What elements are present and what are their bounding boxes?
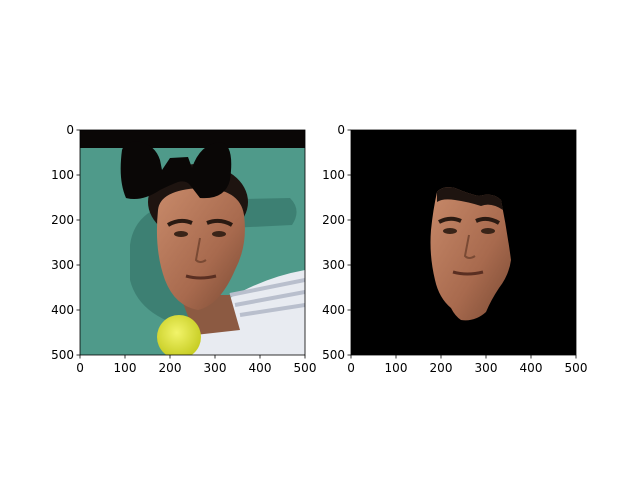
face <box>156 188 245 310</box>
left-x-ticks: 0 100 200 300 400 500 <box>76 355 316 375</box>
x-tick-label: 400 <box>520 361 543 375</box>
segmented-nose <box>463 234 476 259</box>
right-y-ticks: 0 100 200 300 400 500 <box>322 123 351 362</box>
bow-mask <box>120 141 232 199</box>
y-tick-label: 0 <box>337 123 345 137</box>
x-tick-label: 200 <box>159 361 182 375</box>
x-tick-label: 400 <box>249 361 272 375</box>
y-tick-label: 400 <box>51 303 74 317</box>
x-tick-label: 0 <box>347 361 355 375</box>
y-tick-label: 400 <box>322 303 345 317</box>
y-tick-label: 100 <box>51 168 74 182</box>
y-tick-label: 200 <box>51 213 74 227</box>
right-subplot: 0 100 200 300 400 500 0 100 200 300 400 500 <box>322 123 587 375</box>
left-subplot: 0 100 200 300 400 500 0 100 200 300 400 500 <box>51 123 316 375</box>
x-tick-label: 200 <box>430 361 453 375</box>
segmented-mouth <box>452 270 484 276</box>
y-tick-label: 300 <box>51 258 74 272</box>
x-tick-label: 100 <box>114 361 137 375</box>
segmented-hair <box>437 187 503 210</box>
x-tick-label: 500 <box>294 361 317 375</box>
segmented-eye-left <box>443 228 457 234</box>
eye-left <box>174 231 188 237</box>
y-tick-label: 500 <box>322 348 345 362</box>
y-tick-label: 200 <box>322 213 345 227</box>
y-tick-label: 0 <box>66 123 74 137</box>
x-tick-label: 300 <box>475 361 498 375</box>
left-axes-frame <box>79 129 306 356</box>
x-tick-label: 500 <box>565 361 588 375</box>
eye-right <box>212 231 226 237</box>
left-image <box>80 130 305 355</box>
right-x-ticks: 0 100 200 300 400 500 <box>347 355 587 375</box>
shirt-stripes <box>229 278 305 317</box>
x-tick-label: 100 <box>385 361 408 375</box>
y-tick-label: 300 <box>322 258 345 272</box>
tennis-ball <box>157 315 201 355</box>
right-image <box>351 130 576 355</box>
top-mask-bar <box>80 130 305 148</box>
nose <box>194 237 207 263</box>
x-tick-label: 0 <box>76 361 84 375</box>
left-y-ticks: 0 100 200 300 400 500 <box>51 123 80 362</box>
y-tick-label: 100 <box>322 168 345 182</box>
mouth <box>185 274 217 280</box>
eyebrows <box>166 218 234 227</box>
x-tick-label: 300 <box>204 361 227 375</box>
segmented-eye-right <box>481 228 495 234</box>
y-tick-label: 500 <box>51 348 74 362</box>
right-axes-frame <box>350 129 577 356</box>
segmented-eyebrows <box>438 216 501 225</box>
